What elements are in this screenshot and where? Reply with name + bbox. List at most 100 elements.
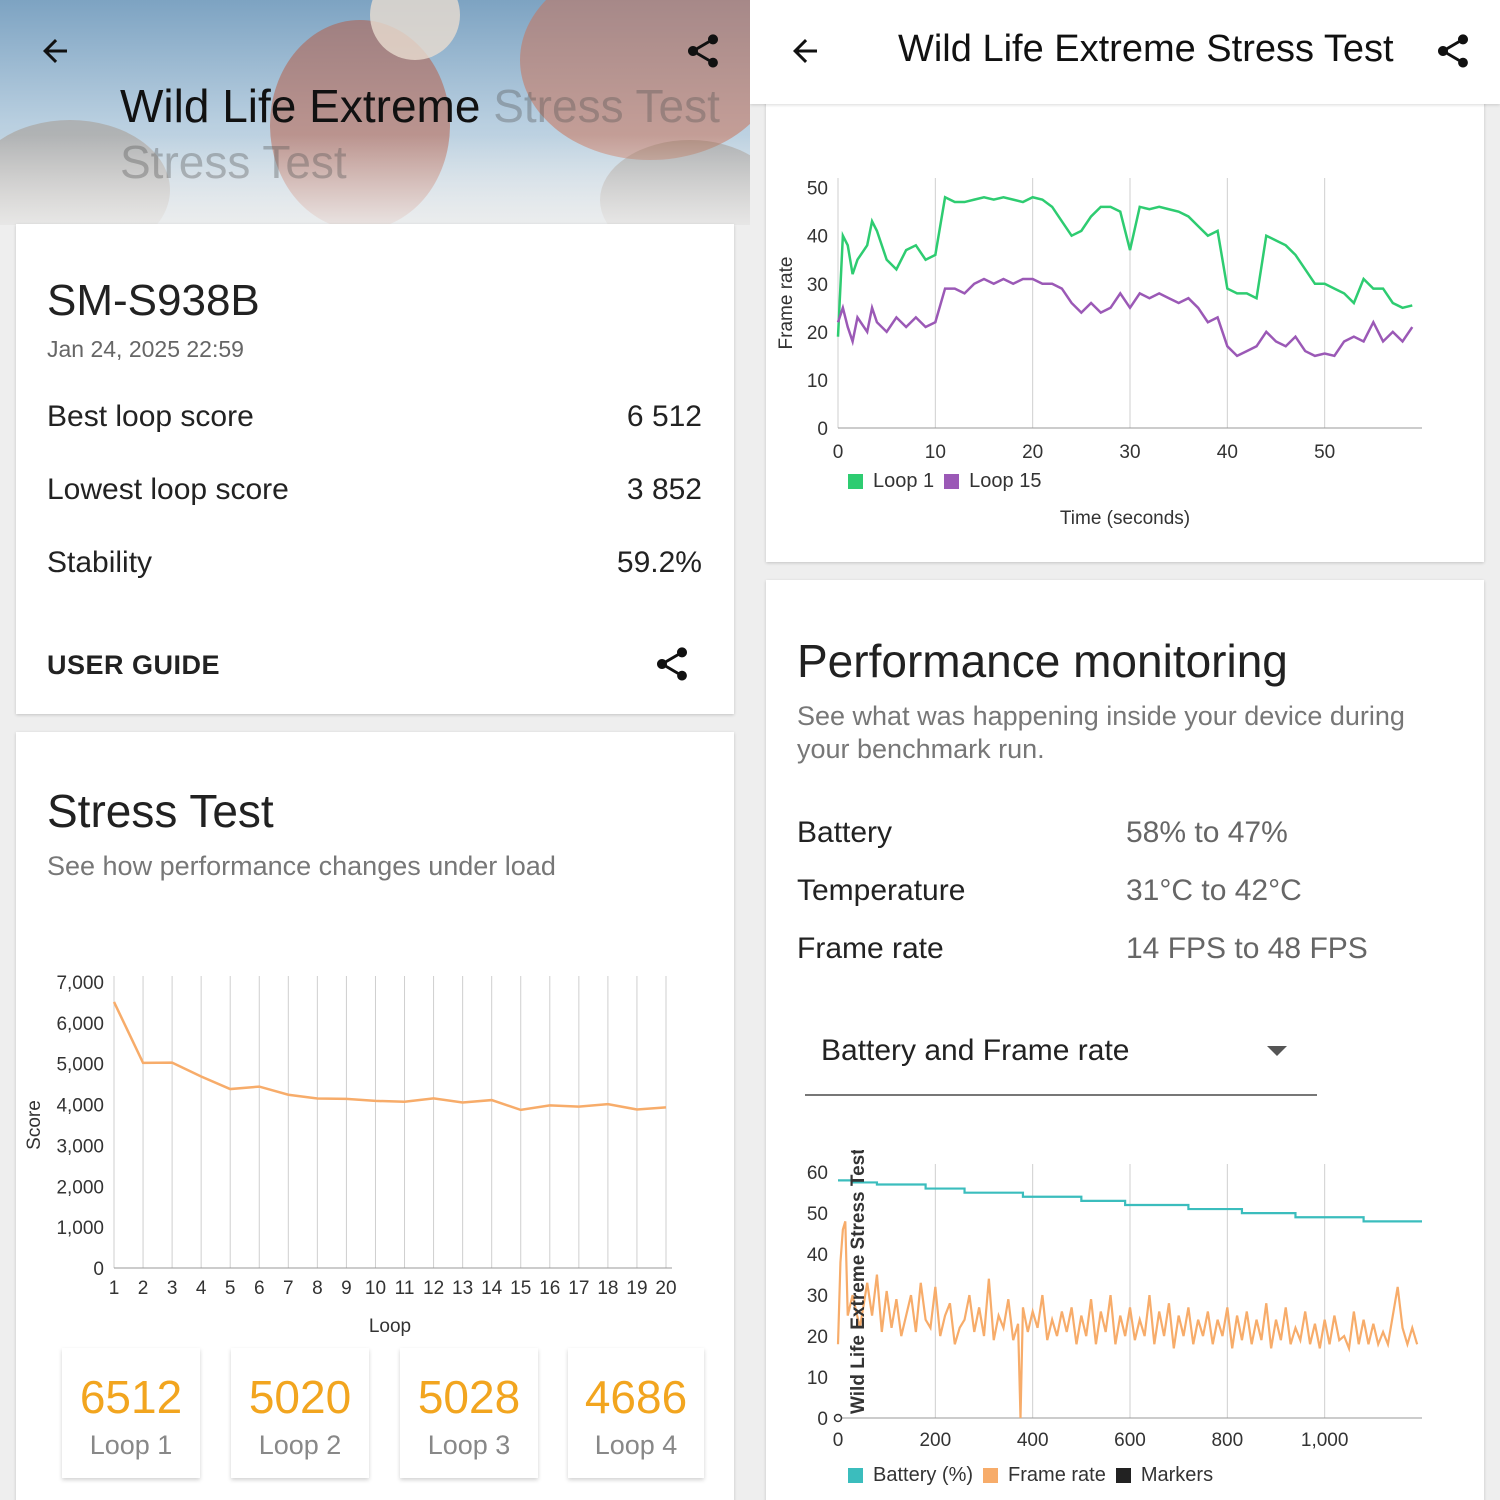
loop-tile[interactable]: 6512 Loop 1 bbox=[62, 1348, 200, 1478]
x-tick-label: 3 bbox=[167, 1278, 178, 1299]
x-tick-label: 20 bbox=[1022, 442, 1043, 463]
x-tick-label: 12 bbox=[423, 1278, 444, 1299]
frame-rate-label: Frame rate bbox=[797, 932, 944, 965]
y-tick-label: 30 bbox=[807, 275, 828, 296]
left-screen: Wild Life Extreme Stress Test Stress Tes… bbox=[0, 0, 750, 1500]
score-line-chart: 1 2 3 4 5 6 7 8 9 10 11 12 13 14 15 16 17 18 19 2001,0002,0… bbox=[24, 973, 677, 1337]
performance-card: Performance monitoring See what was happ… bbox=[766, 580, 1484, 1500]
y-tick-label: 60 bbox=[807, 1163, 828, 1184]
hero-title: Wild Life Extreme Stress Test Stress Tes… bbox=[120, 80, 720, 188]
loop-tile[interactable]: 5020 Loop 2 bbox=[231, 1348, 369, 1478]
legend-item-loop-15: Loop 15 bbox=[944, 470, 1041, 493]
x-tick-label: 1,000 bbox=[1301, 1430, 1349, 1450]
x-axis-label: Loop bbox=[369, 1316, 411, 1337]
y-tick-label: 40 bbox=[807, 227, 828, 248]
share-icon[interactable] bbox=[648, 640, 696, 688]
x-tick-label: 1 bbox=[109, 1278, 120, 1299]
y-tick-label: 0 bbox=[817, 419, 828, 440]
stress-test-title: Stress Test bbox=[47, 785, 274, 837]
x-tick-label: 19 bbox=[626, 1278, 647, 1299]
x-tick-label: 30 bbox=[1119, 442, 1140, 463]
y-axis-label: Frame rate bbox=[776, 257, 797, 350]
y-tick-label: 20 bbox=[807, 323, 828, 344]
x-tick-label: 11 bbox=[395, 1278, 415, 1299]
legend-item-frame-rate: Frame rate bbox=[983, 1464, 1106, 1487]
app-bar: Wild Life Extreme Stress Test bbox=[750, 0, 1500, 104]
score-series-line bbox=[112, 1001, 667, 1112]
x-tick-label: 9 bbox=[341, 1278, 352, 1299]
x-tick-label: 7 bbox=[283, 1278, 294, 1299]
fps-series-line bbox=[836, 277, 1414, 358]
user-guide-link[interactable]: USER GUIDE bbox=[47, 650, 221, 680]
y-tick-label: 4,000 bbox=[56, 1096, 104, 1117]
x-tick-label: 200 bbox=[919, 1430, 951, 1450]
x-axis-label: Time (seconds) bbox=[1060, 508, 1190, 529]
x-tick-label: 0 bbox=[833, 442, 844, 463]
best-loop-row: Best loop score 6 512 bbox=[47, 400, 702, 433]
share-icon[interactable] bbox=[1429, 27, 1477, 75]
x-tick-label: 8 bbox=[312, 1278, 323, 1299]
right-screen: 0 10 20 30 40 50 0 10 20 30 40 50 Frame rate Time (se… bbox=[750, 0, 1500, 1500]
battery-frame-legend: Battery (%) Frame rate Markers bbox=[848, 1464, 1223, 1487]
lowest-loop-row: Lowest loop score 3 852 bbox=[47, 473, 702, 506]
back-arrow-icon[interactable] bbox=[31, 27, 79, 75]
y-tick-label: 5,000 bbox=[56, 1055, 104, 1076]
x-tick-label: 4 bbox=[196, 1278, 207, 1299]
y-tick-label: 6,000 bbox=[56, 1014, 104, 1035]
x-tick-label: 800 bbox=[1211, 1430, 1243, 1450]
x-tick-label: 6 bbox=[254, 1278, 265, 1299]
x-tick-label: 14 bbox=[481, 1278, 503, 1299]
y-tick-label: 10 bbox=[807, 371, 828, 392]
x-tick-label: 5 bbox=[225, 1278, 236, 1299]
y-tick-label: 10 bbox=[807, 1368, 828, 1389]
legend-item-battery: Battery (%) bbox=[848, 1464, 973, 1487]
performance-subtitle: See what was happening inside your devic… bbox=[797, 701, 1405, 764]
stress-test-subtitle: See how performance changes under load bbox=[47, 851, 556, 881]
battery-value: 58% to 47% bbox=[1126, 816, 1288, 849]
app-bar-title: Wild Life Extreme Stress Test bbox=[898, 28, 1394, 70]
battery-frame-series-line bbox=[836, 1221, 1419, 1419]
hero-banner: Wild Life Extreme Stress Test Stress Tes… bbox=[0, 0, 750, 225]
y-tick-label: 50 bbox=[807, 1204, 828, 1225]
battery-label: Battery bbox=[797, 816, 893, 849]
x-tick-label: 20 bbox=[655, 1278, 676, 1299]
marker-label: Wild Life Extreme Stress Test bbox=[848, 1150, 869, 1414]
x-tick-label: 13 bbox=[452, 1278, 473, 1299]
loop-tile[interactable]: 5028 Loop 3 bbox=[400, 1348, 538, 1478]
chart-type-dropdown[interactable]: Battery and Frame rate bbox=[805, 1030, 1317, 1096]
share-icon[interactable] bbox=[679, 27, 727, 75]
x-tick-label: 10 bbox=[925, 442, 946, 463]
loop-tile[interactable]: 4686 Loop 4 bbox=[568, 1348, 704, 1478]
legend-item-loop-1: Loop 1 bbox=[848, 470, 934, 493]
y-tick-label: 0 bbox=[93, 1259, 104, 1280]
stability-row: Stability 59.2% bbox=[47, 546, 702, 579]
fps-legend: Loop 1 Loop 15 bbox=[848, 470, 1051, 493]
legend-item-markers: Markers bbox=[1115, 1464, 1213, 1487]
y-tick-label: 30 bbox=[807, 1286, 828, 1307]
marker-point bbox=[833, 1413, 843, 1423]
device-name: SM-S938B bbox=[47, 276, 260, 325]
y-tick-label: 20 bbox=[807, 1327, 828, 1348]
x-tick-label: 15 bbox=[510, 1278, 531, 1299]
x-tick-label: 400 bbox=[1017, 1430, 1049, 1450]
performance-title: Performance monitoring bbox=[797, 635, 1288, 687]
y-tick-label: 3,000 bbox=[56, 1136, 104, 1157]
x-tick-label: 40 bbox=[1217, 442, 1238, 463]
y-tick-label: 0 bbox=[817, 1409, 828, 1430]
back-arrow-icon[interactable] bbox=[781, 27, 829, 75]
y-tick-label: 40 bbox=[807, 1245, 828, 1266]
y-tick-label: 50 bbox=[807, 179, 828, 200]
battery-frame-series-line bbox=[838, 1179, 1422, 1223]
battery-frame-rate-chart: 0 200 400 600 800 1,000 0 10 20 30 40 50 60 Wild Life… bbox=[807, 1150, 1422, 1450]
x-tick-label: 50 bbox=[1314, 442, 1335, 463]
frame-rate-value: 14 FPS to 48 FPS bbox=[1126, 932, 1368, 965]
test-date: Jan 24, 2025 22:59 bbox=[47, 336, 244, 362]
y-tick-label: 7,000 bbox=[56, 973, 104, 994]
x-tick-label: 16 bbox=[539, 1278, 560, 1299]
x-tick-label: 2 bbox=[138, 1278, 149, 1299]
x-tick-label: 10 bbox=[365, 1278, 386, 1299]
x-tick-label: 0 bbox=[833, 1430, 844, 1450]
y-tick-label: 1,000 bbox=[56, 1218, 104, 1239]
result-card: SM-S938B Jan 24, 2025 22:59 Best loop sc… bbox=[16, 224, 734, 714]
y-axis-label: Score bbox=[24, 1100, 45, 1150]
